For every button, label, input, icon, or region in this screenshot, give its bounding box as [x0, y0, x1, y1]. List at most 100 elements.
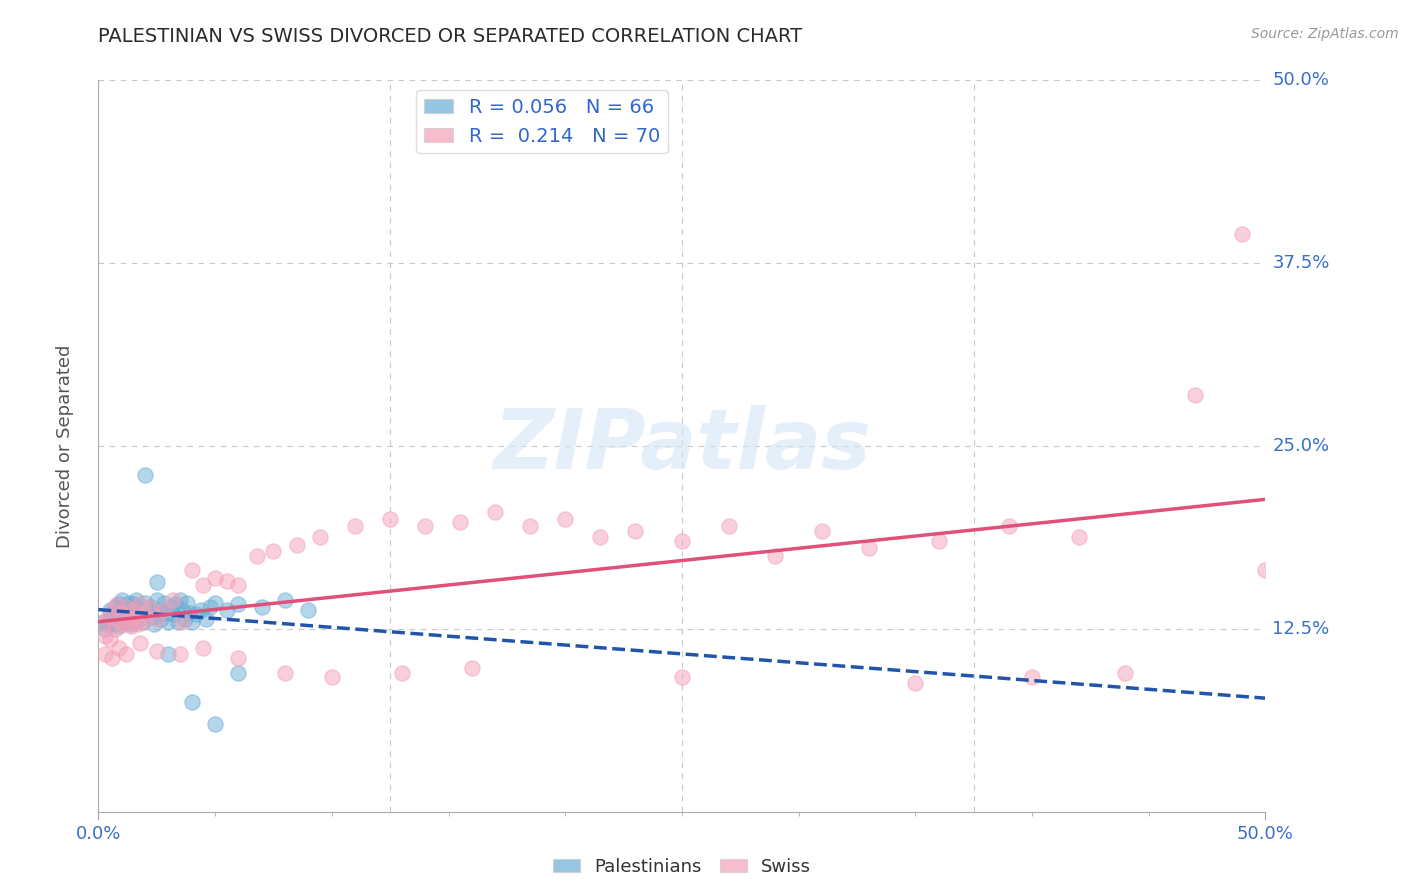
Point — [413, 519, 436, 533]
Point — [215, 603, 238, 617]
Point — [717, 519, 740, 533]
Point — [108, 597, 131, 611]
Point — [141, 610, 163, 624]
Point — [105, 603, 128, 617]
Point — [1254, 563, 1277, 577]
Point — [104, 622, 127, 636]
Point — [228, 597, 250, 611]
Point — [193, 640, 215, 655]
Point — [166, 615, 188, 629]
Point — [671, 670, 693, 684]
Point — [162, 607, 184, 622]
Point — [129, 636, 152, 650]
Point — [904, 676, 927, 690]
Point — [449, 515, 471, 529]
Point — [122, 597, 145, 611]
Text: Source: ZipAtlas.com: Source: ZipAtlas.com — [1251, 27, 1399, 41]
Point — [1067, 530, 1090, 544]
Point — [115, 615, 138, 629]
Point — [172, 603, 194, 617]
Point — [112, 599, 135, 614]
Point — [101, 603, 124, 617]
Point — [180, 695, 202, 709]
Point — [285, 539, 308, 553]
Point — [105, 597, 128, 611]
Point — [101, 651, 124, 665]
Point — [132, 615, 155, 629]
Point — [146, 612, 169, 626]
Point — [1230, 227, 1253, 241]
Point — [148, 603, 170, 617]
Point — [104, 599, 127, 614]
Point — [200, 599, 222, 614]
Point — [108, 640, 131, 655]
Point — [120, 619, 142, 633]
Point — [98, 612, 121, 626]
Point — [118, 606, 141, 620]
Point — [155, 606, 177, 620]
Point — [129, 597, 152, 611]
Point — [129, 603, 152, 617]
Point — [146, 575, 169, 590]
Point — [391, 665, 413, 680]
Point — [111, 607, 134, 622]
Point — [190, 603, 212, 617]
Point — [228, 665, 250, 680]
Point — [519, 519, 541, 533]
Point — [125, 615, 148, 629]
Point — [136, 606, 159, 620]
Point — [115, 599, 138, 614]
Point — [344, 519, 367, 533]
Point — [204, 595, 226, 609]
Point — [112, 617, 135, 632]
Point — [297, 603, 319, 617]
Text: 25.0%: 25.0% — [1272, 437, 1330, 455]
Point — [274, 665, 297, 680]
Point — [228, 651, 250, 665]
Point — [176, 595, 198, 609]
Point — [94, 647, 117, 661]
Y-axis label: Divorced or Separated: Divorced or Separated — [56, 344, 75, 548]
Point — [132, 615, 155, 629]
Point — [1114, 665, 1136, 680]
Point — [97, 617, 120, 632]
Text: PALESTINIAN VS SWISS DIVORCED OR SEPARATED CORRELATION CHART: PALESTINIAN VS SWISS DIVORCED OR SEPARAT… — [98, 27, 803, 45]
Point — [134, 595, 156, 609]
Point — [98, 603, 121, 617]
Point — [157, 615, 180, 629]
Point — [169, 647, 191, 661]
Point — [125, 610, 148, 624]
Point — [180, 563, 202, 577]
Point — [997, 519, 1019, 533]
Point — [193, 578, 215, 592]
Point — [108, 619, 131, 633]
Point — [152, 603, 174, 617]
Point — [162, 592, 184, 607]
Point — [97, 610, 120, 624]
Point — [246, 549, 269, 563]
Point — [118, 595, 141, 609]
Point — [94, 629, 117, 643]
Point — [250, 599, 273, 614]
Point — [115, 647, 138, 661]
Point — [165, 597, 187, 611]
Point — [122, 603, 145, 617]
Text: 50.0%: 50.0% — [1272, 71, 1329, 89]
Point — [763, 549, 786, 563]
Point — [159, 599, 181, 614]
Point — [378, 512, 402, 526]
Point — [139, 599, 162, 614]
Text: 37.5%: 37.5% — [1272, 254, 1330, 272]
Point — [262, 544, 284, 558]
Point — [461, 661, 484, 675]
Point — [928, 534, 950, 549]
Point — [143, 617, 166, 632]
Point — [139, 599, 162, 614]
Point — [589, 530, 612, 544]
Point — [91, 617, 114, 632]
Point — [172, 615, 194, 629]
Point — [204, 717, 226, 731]
Point — [127, 610, 149, 624]
Point — [811, 524, 834, 538]
Point — [554, 512, 576, 526]
